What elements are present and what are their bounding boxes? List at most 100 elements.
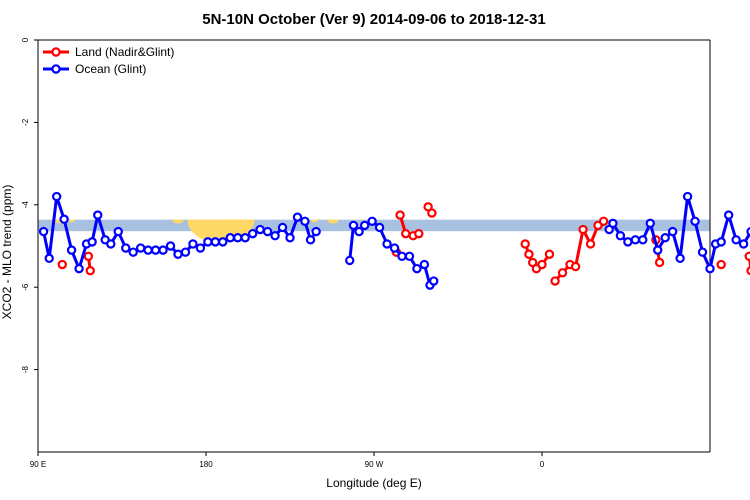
- ocean-glint-point: [135, 243, 146, 253]
- ocean-glint-point: [311, 226, 321, 237]
- ocean-glint-point: [645, 218, 655, 229]
- ocean-glint-point: [682, 191, 693, 202]
- ocean-glint-point: [623, 237, 633, 247]
- ocean-glint-point: [412, 263, 422, 274]
- ocean-glint-point: [93, 210, 103, 220]
- land-nadir-glint-point: [550, 276, 560, 286]
- ocean-glint-point: [203, 237, 213, 247]
- land-nadir-glint-point: [716, 259, 726, 270]
- ocean-glint-point: [240, 233, 250, 243]
- land-nadir-glint-point: [578, 224, 588, 235]
- land-nadir-glint-point: [544, 249, 555, 259]
- ocean-glint-point: [716, 237, 726, 247]
- ocean-glint-point: [292, 212, 303, 222]
- ocean-glint-point: [348, 220, 359, 231]
- x-tick-label: 90 W: [365, 460, 384, 469]
- ocean-glint-point: [59, 214, 69, 224]
- ocean-glint-point: [429, 276, 439, 286]
- ocean-glint-point: [359, 220, 370, 231]
- ocean-glint-point: [731, 235, 741, 245]
- ocean-glint-point: [305, 235, 316, 245]
- x-tick-label: 0: [540, 460, 545, 469]
- ocean-glint-point: [705, 263, 715, 274]
- land-nadir-glint-point: [570, 261, 581, 272]
- land-shading-4: [226, 219, 253, 229]
- ocean-glint-point: [638, 235, 648, 245]
- y-axis-label: XCO2 - MLO trend (ppm): [0, 185, 14, 320]
- ocean-glint-point: [300, 216, 310, 226]
- ocean-glint-point: [44, 253, 54, 264]
- legend-marker: [51, 47, 61, 57]
- ocean-glint-point: [354, 226, 364, 237]
- ocean-glint-point: [397, 251, 407, 261]
- ocean-glint-point: [675, 253, 685, 264]
- ocean-glint-point: [113, 226, 123, 237]
- x-tick-label: 90 E: [30, 460, 46, 469]
- ocean-glint-point: [374, 222, 385, 233]
- land-nadir-glint-point: [598, 216, 609, 226]
- ocean-glint-point: [367, 216, 377, 226]
- y-tick-label: -4: [21, 201, 30, 209]
- ocean-glint-point: [653, 245, 663, 255]
- ocean-glint-point: [690, 216, 700, 226]
- ocean-glint-point: [270, 230, 280, 241]
- chart-title: 5N-10N October (Ver 9) 2014-09-06 to 201…: [202, 11, 546, 28]
- ocean-glint-point: [38, 226, 49, 237]
- ocean-glint-point: [66, 245, 77, 255]
- y-tick-label: -6: [21, 283, 30, 291]
- plot-area: 0 -2 -4 -6 -8 90 E 180 90 W 0 Land (Nadir&Glint) O…: [21, 37, 750, 469]
- ocean-glint-point: [150, 245, 161, 255]
- land-nadir-glint-point: [744, 251, 750, 261]
- land-nadir-glint-point: [524, 249, 534, 259]
- ocean-glint-point: [74, 263, 84, 274]
- land-shading-5: [310, 219, 318, 223]
- legend-marker: [51, 64, 61, 74]
- land-nadir-glint-point: [57, 259, 67, 270]
- legend-label: Ocean (Glint): [75, 62, 146, 76]
- land-shading-6: [327, 219, 339, 224]
- ocean-glint-point: [188, 239, 198, 249]
- ocean-glint-point: [173, 249, 183, 259]
- ocean-glint-point: [262, 226, 273, 237]
- ocean-glint-point: [630, 235, 641, 245]
- legend-label: Land (Nadir&Glint): [75, 45, 174, 59]
- land-nadir-glint-point: [427, 208, 437, 218]
- land-nadir-glint-point: [746, 266, 750, 276]
- ocean-glint-point: [723, 210, 734, 220]
- ocean-glint-point: [389, 243, 400, 253]
- ocean-glint-point: [419, 259, 430, 270]
- land-nadir-glint-point: [395, 210, 405, 220]
- land-nadir-glint-point: [83, 251, 94, 261]
- land-nadir-glint-point: [520, 239, 530, 249]
- ocean-glint-point: [51, 191, 62, 202]
- y-tick-label: -8: [21, 365, 30, 373]
- ocean-glint-point: [697, 247, 708, 257]
- ocean-glint-point: [660, 233, 670, 243]
- ocean-glint-point: [106, 239, 116, 249]
- ocean-glint-point: [128, 247, 138, 257]
- land-nadir-glint-point: [537, 259, 547, 270]
- land-shading-1: [67, 219, 76, 223]
- ocean-glint-point: [382, 239, 392, 249]
- x-axis-label: Longitude (deg E): [326, 476, 421, 490]
- land-nadir-glint-point: [401, 228, 411, 239]
- y-tick-label: -2: [21, 118, 30, 126]
- ocean-glint-point: [255, 224, 265, 235]
- land-nadir-glint-point: [585, 239, 596, 249]
- ocean-glint-point: [218, 237, 228, 247]
- y-tick-label: 0: [21, 37, 30, 42]
- ocean-glint-point: [746, 227, 750, 237]
- ocean-glint-point: [345, 255, 355, 266]
- ocean-glint-point: [165, 241, 176, 251]
- land-nadir-glint-point: [85, 266, 95, 276]
- land-nadir-glint-point: [557, 268, 568, 278]
- ocean-glint-point: [404, 251, 415, 261]
- ocean-glint-point: [121, 243, 131, 253]
- x-tick-label: 180: [199, 460, 213, 469]
- ocean-glint-point: [143, 245, 153, 255]
- ocean-glint-point: [247, 228, 258, 239]
- land-shading-2: [172, 219, 184, 224]
- land-nadir-glint-point: [654, 257, 665, 268]
- ocean-glint-point: [87, 237, 97, 247]
